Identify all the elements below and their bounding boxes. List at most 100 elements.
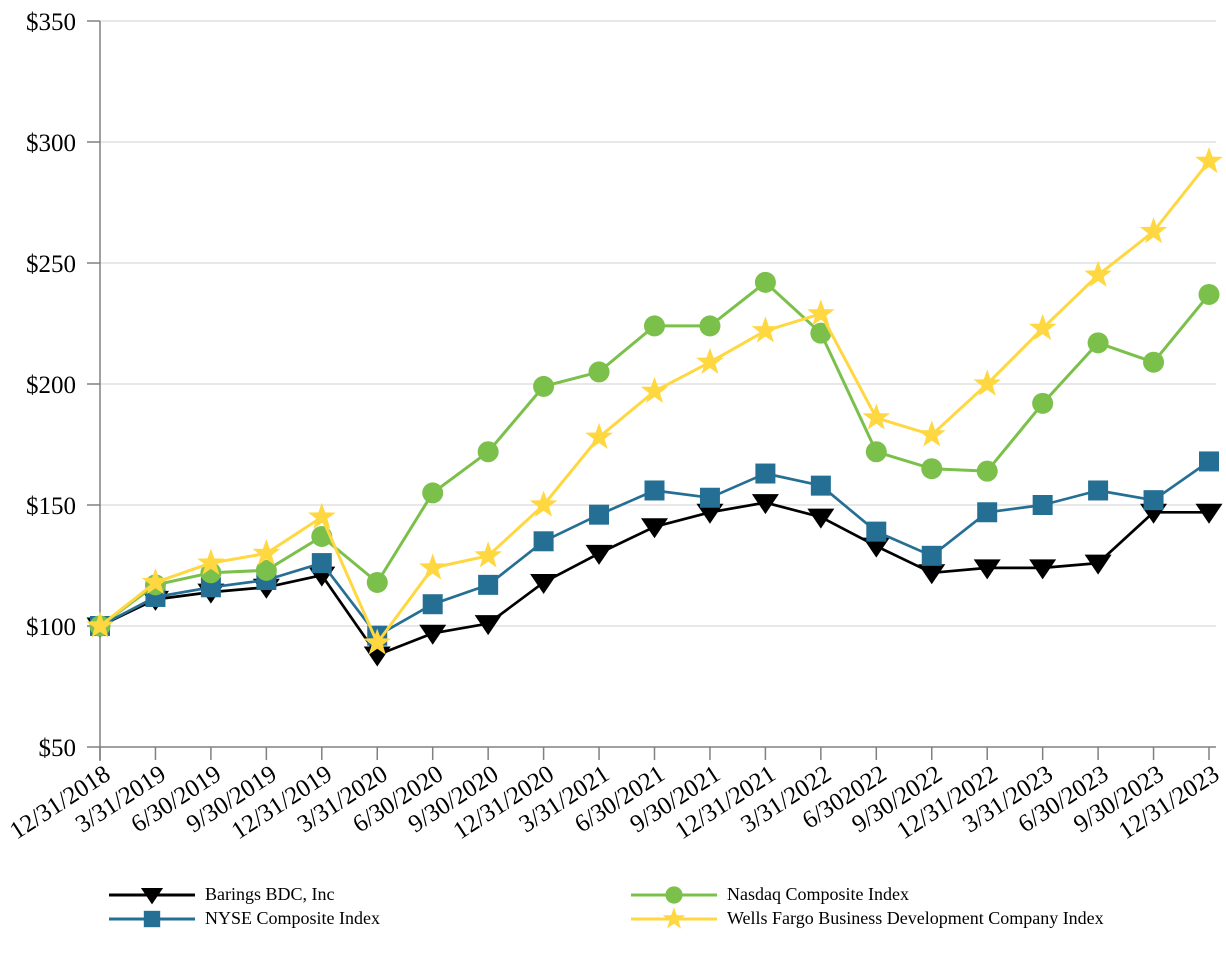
data-point-marker — [1143, 490, 1164, 511]
data-point-marker — [529, 490, 558, 517]
data-point-marker — [86, 611, 114, 638]
data-point-marker — [696, 347, 724, 374]
data-point-marker — [977, 502, 998, 523]
y-axis-labels: $50 $100 $150 $200 $250 $300 $350 — [26, 9, 76, 762]
data-point-marker — [255, 559, 277, 581]
y-axis-tick-label: $200 — [26, 372, 76, 399]
data-point-marker — [810, 322, 832, 344]
data-point-marker — [641, 518, 668, 539]
data-point-marker — [585, 544, 613, 565]
data-point-marker — [363, 646, 391, 667]
data-point-marker — [696, 503, 724, 524]
axes — [87, 20, 1216, 761]
data-point-marker — [699, 487, 720, 508]
data-point-marker — [865, 441, 887, 463]
data-point-marker — [699, 315, 721, 337]
data-point-marker — [644, 480, 665, 501]
data-point-marker — [252, 538, 281, 566]
data-point-marker — [530, 573, 558, 594]
data-point-marker — [311, 553, 332, 574]
data-point-marker — [1087, 332, 1109, 354]
data-point-marker — [533, 375, 555, 397]
data-point-marker — [1029, 559, 1057, 580]
legend-label: Nasdaq Composite Index — [727, 884, 909, 904]
data-point-marker — [1032, 392, 1054, 414]
data-point-marker — [810, 475, 831, 496]
gridlines — [100, 20, 1216, 627]
y-axis-tick-label: $50 — [39, 735, 77, 762]
series-1 — [90, 451, 1219, 646]
triangle-down-marker-icon — [109, 887, 195, 904]
data-point-marker — [662, 906, 686, 929]
data-point-marker — [474, 615, 502, 636]
data-point-marker — [200, 577, 221, 598]
data-point-marker — [1195, 503, 1223, 524]
x-axis-labels: 12/31/20183/31/20196/30/20199/30/201912/… — [5, 760, 1224, 845]
data-point-marker — [862, 537, 890, 558]
data-point-marker — [973, 559, 1001, 580]
data-point-marker — [1084, 260, 1112, 287]
data-point-marker — [1195, 146, 1223, 174]
data-point-marker — [1198, 283, 1220, 305]
data-point-marker — [418, 553, 447, 580]
data-point-marker — [751, 494, 779, 515]
square-marker-icon — [109, 910, 195, 927]
legend-label: NYSE Composite Index — [205, 908, 380, 928]
legend-item-wells-fargo-bdc: Wells Fargo Business Development Company… — [630, 906, 1104, 930]
data-point-marker — [422, 594, 443, 615]
data-point-marker — [807, 508, 835, 529]
data-point-marker — [422, 482, 444, 504]
data-point-marker — [640, 376, 669, 403]
data-point-marker — [478, 574, 499, 595]
data-point-marker — [918, 564, 946, 585]
data-point-marker — [754, 271, 776, 293]
data-point-marker — [1028, 313, 1057, 341]
data-point-marker — [751, 316, 780, 343]
data-point-marker — [1088, 480, 1109, 501]
data-point-marker — [308, 502, 336, 529]
data-point-marker — [917, 420, 946, 447]
data-point-marker — [755, 463, 776, 484]
legend-item-nasdaq-composite: Nasdaq Composite Index — [630, 883, 1104, 906]
legend-label: Wells Fargo Business Development Company… — [727, 908, 1104, 928]
data-point-marker — [197, 548, 225, 575]
data-point-marker — [973, 369, 1001, 396]
data-point-marker — [533, 531, 554, 552]
data-point-marker — [474, 541, 502, 568]
data-point-marker — [141, 567, 170, 595]
star-marker-icon — [631, 906, 717, 929]
data-point-marker — [589, 504, 610, 525]
circle-marker-icon — [631, 885, 717, 904]
y-axis-tick-label: $150 — [26, 493, 76, 520]
data-point-marker — [366, 571, 388, 593]
data-point-marker — [807, 299, 835, 326]
data-point-marker — [665, 885, 683, 904]
data-point-marker — [644, 315, 665, 337]
y-axis-tick-label: $100 — [26, 614, 76, 641]
y-axis-tick-label: $350 — [26, 9, 76, 36]
data-point-marker — [921, 545, 942, 566]
data-point-marker — [862, 403, 891, 430]
data-point-marker — [1084, 554, 1112, 575]
series-3 — [86, 146, 1223, 655]
legend-item-barings-bdc: Barings BDC, Inc — [108, 883, 630, 906]
data-point-marker — [140, 887, 164, 904]
data-point-marker — [1032, 495, 1053, 515]
data-point-marker — [585, 422, 613, 449]
data-point-marker — [1199, 451, 1219, 472]
data-point-marker — [976, 460, 998, 482]
legend-label: Barings BDC, Inc — [205, 884, 335, 904]
legend-item-nyse-composite: NYSE Composite Index — [108, 907, 630, 930]
data-point-marker — [477, 441, 499, 463]
data-point-marker — [1143, 351, 1165, 373]
data-point-marker — [1139, 217, 1168, 244]
data-point-marker — [143, 910, 161, 927]
y-axis-tick-label: $250 — [26, 251, 76, 278]
y-axis-tick-label: $300 — [26, 130, 76, 157]
data-point-marker — [419, 624, 447, 645]
data-point-marker — [866, 521, 887, 542]
data-point-marker — [588, 361, 610, 383]
data-point-marker — [921, 458, 943, 480]
performance-chart: $50 $100 $150 $200 $250 $300 $350 12/31/20183/3… — [5, 9, 1224, 845]
